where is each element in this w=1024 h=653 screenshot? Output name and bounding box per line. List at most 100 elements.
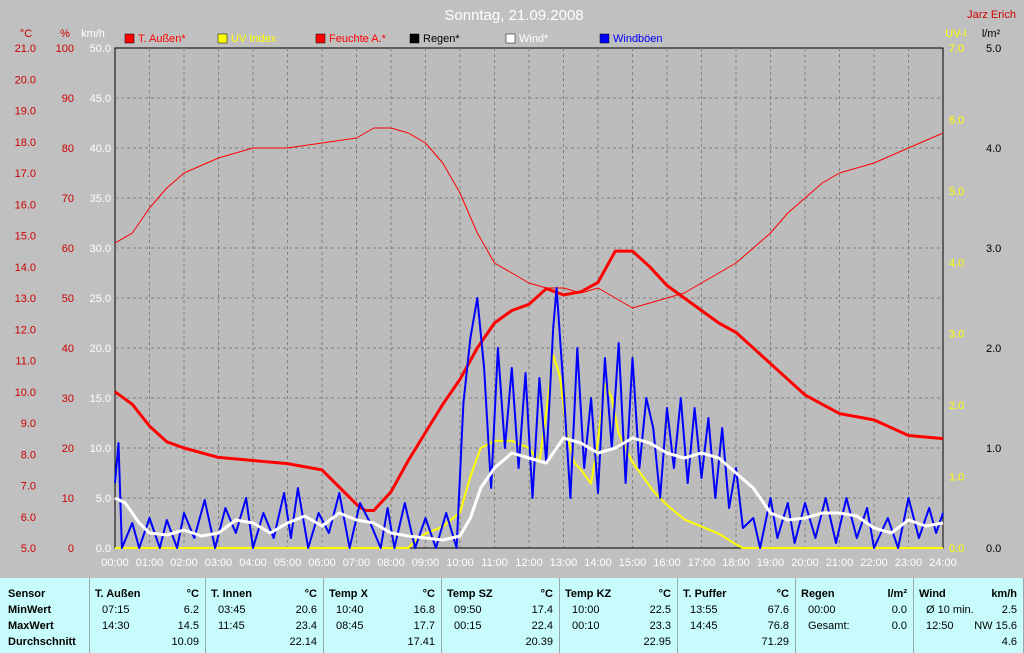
stat-average: 20.39 <box>525 636 553 648</box>
stat-header-unit: °C <box>186 588 199 600</box>
stat-header-name: Temp KZ <box>565 588 612 600</box>
x-tick-label: 18:00 <box>722 557 750 569</box>
temp-tick-label: 5.0 <box>21 543 36 555</box>
uv-tick-label: 1.0 <box>949 472 964 484</box>
stat-min-value: 20.6 <box>295 604 317 616</box>
wind-tick-label: 30.0 <box>90 243 111 255</box>
temp-tick-label: 16.0 <box>15 199 36 211</box>
stat-max-time: 14:45 <box>690 620 718 632</box>
wind-unit-label: km/h <box>81 28 105 40</box>
stat-header-name: T. Innen <box>211 588 252 600</box>
stat-min-value: 0.0 <box>891 604 907 616</box>
x-tick-label: 05:00 <box>274 557 302 569</box>
x-tick-label: 07:00 <box>343 557 371 569</box>
stat-max-time: 00:15 <box>454 620 482 632</box>
x-tick-label: 20:00 <box>791 557 819 569</box>
humidity-tick-label: 20 <box>62 443 74 455</box>
x-tick-label: 03:00 <box>205 557 233 569</box>
x-tick-label: 17:00 <box>688 557 716 569</box>
uv-tick-label: 4.0 <box>949 257 964 269</box>
temp-tick-label: 6.0 <box>21 512 36 524</box>
wind-tick-label: 15.0 <box>90 393 111 405</box>
rain-unit-label: l/m² <box>982 28 1001 40</box>
stat-average: 10.09 <box>171 636 199 648</box>
legend-swatch <box>409 33 420 44</box>
temp-tick-label: 9.0 <box>21 418 36 430</box>
stat-min-time: 09:50 <box>454 604 482 616</box>
stat-average: 22.14 <box>289 636 317 648</box>
wind-tick-label: 20.0 <box>90 343 111 355</box>
x-tick-label: 04:00 <box>239 557 267 569</box>
legend-label: Windböen <box>613 33 663 45</box>
rain-tick-label: 5.0 <box>986 43 1001 55</box>
temp-tick-label: 17.0 <box>15 168 36 180</box>
stats-column-3: Temp SZ °C 09:50 17.4 00:15 22.4 20.39 <box>442 578 560 653</box>
temp-tick-label: 19.0 <box>15 106 36 118</box>
humidity-tick-label: 90 <box>62 93 74 105</box>
legend-label: Regen* <box>423 33 460 45</box>
humidity-tick-label: 50 <box>62 293 74 305</box>
x-tick-label: 14:00 <box>584 557 612 569</box>
stat-max-value: 0.0 <box>891 620 907 632</box>
stat-min-value: 22.5 <box>649 604 671 616</box>
stat-min-value: 2.5 <box>1001 604 1017 616</box>
stat-max-value: 23.4 <box>295 620 317 632</box>
stats-column-0: T. Außen °C 07:15 6.2 14:30 14.5 10.09 <box>90 578 206 653</box>
stat-max-value: 76.8 <box>767 620 789 632</box>
chart-title: Sonntag, 21.09.2008 <box>444 7 583 24</box>
x-tick-label: 15:00 <box>619 557 647 569</box>
legend-swatch <box>599 33 610 44</box>
stats-column-1: T. Innen °C 03:45 20.6 11:45 23.4 22.14 <box>206 578 324 653</box>
row-label-sensor: Sensor <box>8 588 46 600</box>
series-line-uvindex <box>115 354 943 549</box>
uv-tick-label: 2.0 <box>949 400 964 412</box>
stat-min-value: 67.6 <box>767 604 789 616</box>
stat-max-time: 14:30 <box>102 620 130 632</box>
legend-swatch <box>315 33 326 44</box>
stat-average: 22.95 <box>643 636 671 648</box>
stats-column-6: Regen l/m² 00:00 0.0 Gesamt: 0.0 <box>796 578 914 653</box>
x-tick-label: 06:00 <box>308 557 336 569</box>
x-tick-label: 09:00 <box>412 557 440 569</box>
x-tick-label: 12:00 <box>515 557 543 569</box>
stat-average: 71.29 <box>761 636 789 648</box>
stats-column-2: Temp X °C 10:40 16.8 08:45 17.7 17.41 <box>324 578 442 653</box>
stats-row-labels: Sensor MinWert MaxWert Durchschnitt <box>0 578 90 653</box>
temp-tick-label: 10.0 <box>15 387 36 399</box>
wind-tick-label: 45.0 <box>90 93 111 105</box>
series-group <box>114 127 944 549</box>
stat-average: 17.41 <box>407 636 435 648</box>
stat-min-time: 10:40 <box>336 604 364 616</box>
stat-header-unit: °C <box>658 588 671 600</box>
x-tick-label: 08:00 <box>377 557 405 569</box>
series-line-wind <box>114 436 944 542</box>
stat-max-time: 00:10 <box>572 620 600 632</box>
x-tick-label: 22:00 <box>860 557 888 569</box>
stat-header-name: Temp X <box>329 588 368 600</box>
stat-min-time: 03:45 <box>218 604 246 616</box>
rain-tick-label: 3.0 <box>986 243 1001 255</box>
stat-max-time: Gesamt: <box>808 620 850 632</box>
stat-min-time: 00:00 <box>808 604 836 616</box>
uv-tick-label: 3.0 <box>949 329 964 341</box>
x-tick-label: 02:00 <box>170 557 198 569</box>
temp-tick-label: 11.0 <box>15 356 36 368</box>
humidity-tick-label: 10 <box>62 493 74 505</box>
x-tick-label: 11:00 <box>481 557 508 569</box>
rain-tick-label: 4.0 <box>986 143 1001 155</box>
temp-tick-label: 7.0 <box>21 481 36 493</box>
stats-column-7: Wind km/h Ø 10 min. 2.5 12:50 NW 15.6 4.6 <box>914 578 1024 653</box>
temp-tick-label: 18.0 <box>15 137 36 149</box>
x-tick-label: 16:00 <box>653 557 681 569</box>
row-label-min: MinWert <box>8 604 52 616</box>
humidity-tick-label: 40 <box>62 343 74 355</box>
stat-header-unit: °C <box>304 588 317 600</box>
stat-header-name: T. Außen <box>95 588 141 600</box>
rain-tick-label: 2.0 <box>986 343 1001 355</box>
stat-max-value: 17.7 <box>413 620 435 632</box>
legend-swatch <box>124 33 135 44</box>
stat-max-value: NW 15.6 <box>974 620 1017 632</box>
wind-tick-label: 5.0 <box>96 493 111 505</box>
stat-min-time: Ø 10 min. <box>926 604 974 616</box>
wind-tick-label: 35.0 <box>90 193 111 205</box>
